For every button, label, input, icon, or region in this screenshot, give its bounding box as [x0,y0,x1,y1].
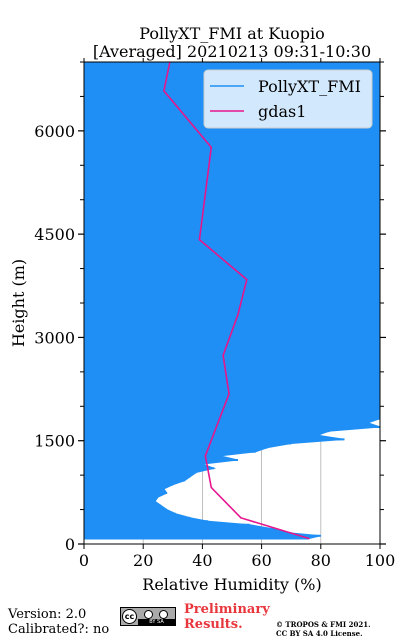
footer-info: Version: 2.0 Calibrated?: no [8,607,109,637]
preliminary-line1: Preliminary [184,602,270,617]
cc-circle-icon: cc [122,609,137,624]
x-tick-label: 100 [365,551,396,570]
pollyxt-profile-area [84,62,380,539]
gdas1-point [163,90,165,92]
by-person-icon [144,610,153,619]
preliminary-line2: Results. [184,617,243,632]
legend-box [203,69,373,129]
gdas1-point [210,146,213,149]
x-tick-label: 20 [133,551,153,570]
gdas1-point [246,278,248,281]
axes: 0 20 40 60 80 100 0 1500 3000 4500 6000 [34,58,395,570]
share-alike-icon [159,610,168,619]
y-axis-label: Height (m) [9,259,28,347]
legend: PollyXT_FMI gdas1 [203,69,373,129]
preliminary-notice: Preliminary Results. [184,602,270,632]
y-tick-label: 0 [65,535,75,554]
legend-label-gdas1: gdas1 [258,102,306,121]
pollyxt-profile [84,62,380,540]
gdas1-point [308,537,310,540]
x-tick-label: 40 [192,551,212,570]
x-tick-label: 80 [311,551,331,570]
y-tick-label: 3000 [34,328,75,347]
gdas1-point [237,313,239,316]
y-tick-label: 6000 [34,122,75,141]
copyright-line2: CC BY SA 4.0 License. [276,629,363,638]
copyright-line1: © TROPOS & FMI 2021. [276,620,371,629]
gdas1-point [222,354,224,357]
chart-title: PollyXT_FMI at Kuopio [139,24,325,43]
gdas1-line [163,62,310,540]
gdas1-point [210,486,213,489]
y-tick-label: 1500 [34,432,75,451]
legend-label-pollyxt: PollyXT_FMI [258,77,361,96]
x-tick-label: 0 [79,551,89,570]
calibration-text: Calibrated?: no [8,622,110,637]
copyright-notice: © TROPOS & FMI 2021. CC BY SA 4.0 Licens… [276,620,371,638]
version-text: Version: 2.0 [8,607,87,622]
gdas1-point [204,455,207,457]
gdas1-point [198,238,201,241]
gdas1-point [228,393,230,395]
gdas1-point [240,517,242,519]
cc-license-icon: cc BY SA [120,607,176,626]
x-axis-label: Relative Humidity (%) [142,575,321,594]
chart-subtitle: [Averaged] 20210213 09:31-10:30 [93,42,371,61]
y-tick-label: 4500 [34,225,75,244]
x-tick-label: 60 [251,551,271,570]
cc-badge-label: BY SA [138,619,175,625]
